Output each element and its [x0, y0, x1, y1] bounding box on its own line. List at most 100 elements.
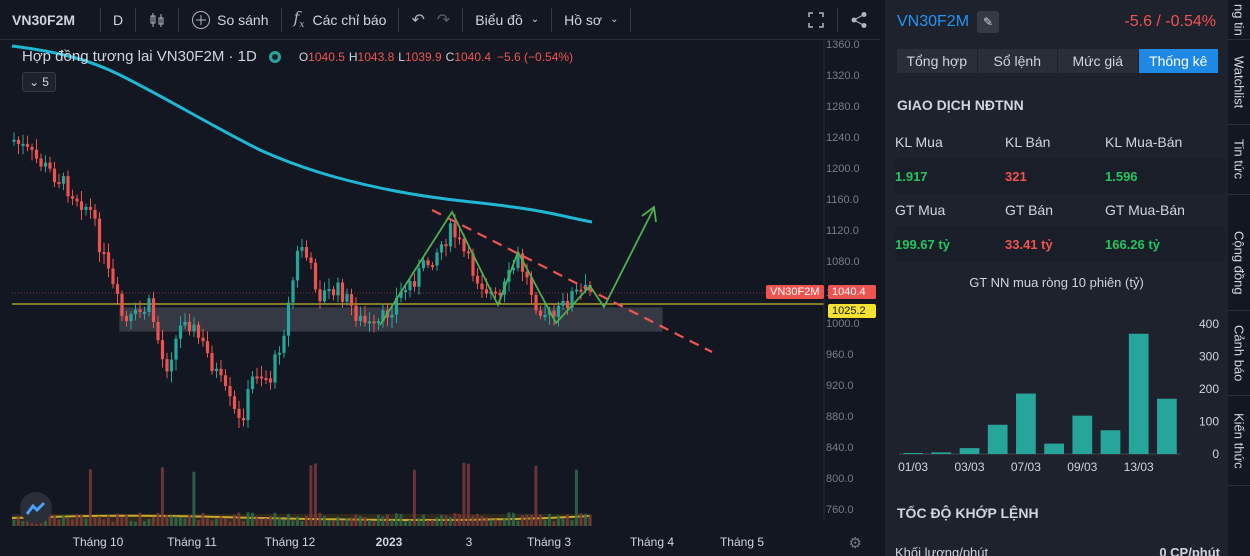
rail-alerts[interactable]: Cảnh báo — [1228, 311, 1250, 396]
candle — [399, 291, 403, 298]
redo-icon: ↷ — [436, 11, 451, 29]
rail-info[interactable]: ng tin — [1228, 0, 1250, 40]
candle — [70, 196, 75, 199]
time-axis[interactable]: Tháng 10 Tháng 11 Tháng 12 2023 3 Tháng … — [0, 535, 880, 555]
candle — [156, 321, 160, 341]
volume-bar — [579, 513, 583, 526]
fullscreen-button[interactable] — [795, 0, 837, 40]
candle — [457, 237, 462, 240]
panel-symbol[interactable]: VN30F2M — [897, 13, 970, 30]
tab-statistics[interactable]: Thống kê — [1138, 49, 1219, 73]
candle — [574, 289, 579, 292]
net-volume: 1.596 — [1105, 159, 1225, 193]
redo-button[interactable]: ↷ — [437, 0, 462, 40]
toolbar-divider — [630, 7, 632, 32]
descending-trendline[interactable] — [431, 209, 713, 353]
gear-icon[interactable]: ⚙ — [848, 535, 862, 552]
time-label: 3 — [465, 535, 473, 549]
candle — [295, 250, 300, 281]
interval-button[interactable]: D — [101, 0, 135, 40]
foreign-trade-table: KL Mua KL Bán KL Mua-Bán 1.917 321 1.596… — [885, 125, 1228, 261]
rail-community[interactable]: Cộng đồng — [1228, 216, 1250, 311]
volume-bar — [484, 517, 488, 526]
candle — [129, 314, 133, 322]
candle-style-button[interactable] — [136, 0, 178, 40]
chart-type-dropdown[interactable]: Biểu đồ ⌄ — [463, 0, 551, 40]
price-chart[interactable]: Hợp đồng tương lai VN30F2M · 1D O 1040.5 … — [0, 39, 880, 556]
candle — [498, 293, 502, 296]
candle — [372, 321, 376, 324]
profile-dropdown[interactable]: Hồ sơ ⌄ — [552, 0, 630, 40]
indicator-collapse-button[interactable]: ⌄ 5 — [22, 72, 56, 92]
candle — [138, 309, 142, 313]
panel-tabs: Tổng hợp Sổ lệnh Mức giá Thống kê — [897, 49, 1219, 73]
x-tick-label: 03/03 — [954, 460, 984, 474]
volume-bar — [115, 513, 119, 526]
rail-watchlist[interactable]: Watchlist — [1228, 40, 1250, 125]
volume-bar — [183, 518, 187, 526]
volume-bar — [327, 520, 331, 526]
volume-bar — [390, 519, 394, 526]
volume-bar — [102, 519, 106, 526]
tab-order-book[interactable]: Sổ lệnh — [977, 49, 1058, 73]
pencil-icon[interactable]: ✎ — [977, 11, 1000, 33]
support-zone[interactable] — [119, 307, 663, 332]
chevron-down-icon: ⌄ — [530, 14, 540, 25]
candle — [57, 182, 61, 185]
volume-bar — [448, 516, 452, 526]
volume-bar — [372, 521, 376, 526]
undo-button[interactable]: ↶ — [399, 0, 436, 40]
candle — [529, 277, 534, 295]
chart-title: GT NN mua ròng 10 phiên (tỷ) — [969, 275, 1144, 290]
time-label: Tháng 4 — [629, 535, 675, 549]
bar — [903, 453, 923, 454]
section-title: GIAO DỊCH NĐTNN — [897, 97, 1024, 113]
volume-bar — [295, 516, 299, 526]
rail-news[interactable]: Tin tức — [1228, 125, 1250, 195]
candle — [259, 376, 264, 379]
volume-bar — [466, 463, 470, 526]
volume-bar — [502, 518, 506, 526]
volume-bar — [286, 513, 290, 526]
buy-volume: 1.917 — [895, 159, 1005, 193]
indicators-button[interactable]: fx Các chỉ báo — [282, 0, 399, 40]
sell-value: 33.41 tỷ — [1005, 227, 1105, 261]
rail-news-label: Tin tức — [1231, 139, 1247, 180]
compare-button[interactable]: So sánh — [179, 0, 280, 40]
tab-summary[interactable]: Tổng hợp — [897, 49, 978, 73]
price-chart-canvas[interactable] — [0, 40, 880, 556]
projection-path[interactable] — [379, 207, 655, 326]
candle — [84, 206, 88, 210]
candle — [516, 253, 520, 268]
x-tick-label: 01/03 — [898, 460, 928, 474]
toolbar-divider — [551, 7, 553, 32]
projection-arrowhead — [641, 205, 657, 223]
tradingview-logo-icon[interactable] — [20, 492, 52, 524]
candle — [286, 302, 291, 336]
rail-learning[interactable]: Kiến thức — [1228, 396, 1250, 486]
bar — [959, 448, 980, 454]
symbol-search[interactable]: VN30F2M — [0, 0, 100, 40]
y-tick-label: 200 — [1199, 382, 1219, 396]
chart-legend: Hợp đồng tương lai VN30F2M · 1D O 1040.5 … — [22, 48, 573, 65]
x-tick-label: 07/03 — [1011, 460, 1041, 474]
candle — [255, 376, 259, 379]
legend-title: Hợp đồng tương lai VN30F2M · 1D — [22, 48, 257, 65]
volume-bar — [88, 469, 92, 526]
candle — [417, 268, 421, 287]
price-axis-label: 1000.0 — [826, 318, 860, 330]
share-button[interactable] — [838, 0, 880, 40]
volume-bar — [480, 516, 484, 526]
candle — [390, 314, 394, 318]
volume-bar — [426, 520, 430, 526]
panel-change: -5.6 / -0.54% — [1124, 13, 1216, 30]
function-icon: fx — [293, 8, 305, 31]
candle — [232, 396, 237, 409]
volume-bar — [264, 518, 268, 526]
volume-bar — [385, 514, 389, 526]
candle — [30, 146, 34, 150]
tab-price-levels[interactable]: Mức giá — [1058, 49, 1139, 73]
candle — [552, 310, 556, 317]
y-tick-label: 0 — [1212, 447, 1219, 461]
open-key: O — [298, 49, 309, 64]
